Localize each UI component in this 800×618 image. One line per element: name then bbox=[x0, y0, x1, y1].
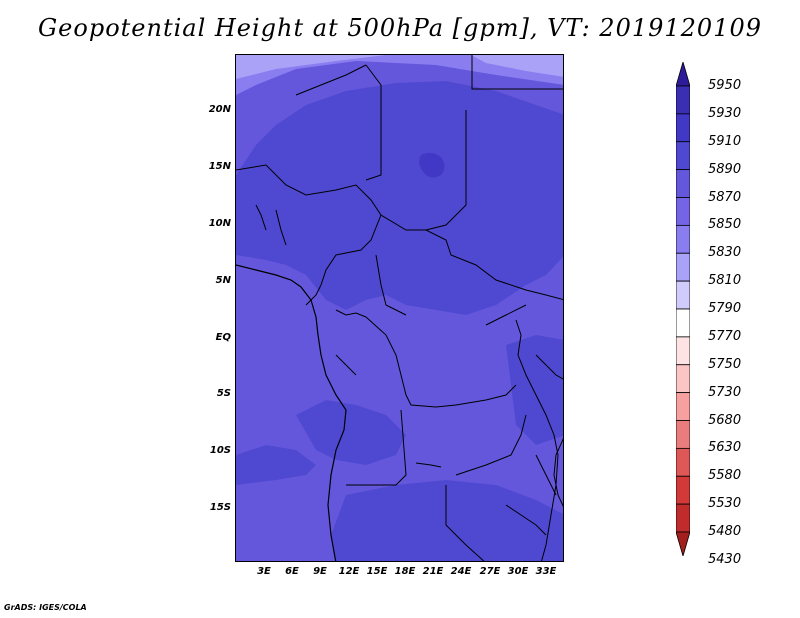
colorbar-label: 5830 bbox=[708, 245, 742, 261]
geopotential-height-map bbox=[236, 55, 563, 561]
colorbar-label: 5890 bbox=[708, 161, 742, 177]
lat-label: 10S bbox=[209, 445, 231, 456]
colorbar-swatch bbox=[676, 531, 690, 556]
colorbar-swatch bbox=[676, 85, 690, 115]
lon-label: 24E bbox=[450, 566, 472, 577]
colorbar-label: 5530 bbox=[708, 496, 742, 512]
colorbar-label: 5430 bbox=[708, 551, 742, 567]
lon-label: 33E bbox=[535, 566, 557, 577]
lat-label: 15S bbox=[209, 502, 231, 513]
colorbar-label: 5480 bbox=[708, 524, 742, 539]
colorbar-swatch bbox=[676, 308, 690, 338]
lon-label: 3E bbox=[257, 566, 271, 577]
lon-label: 18E bbox=[394, 566, 416, 577]
red-sea-border bbox=[471, 55, 563, 90]
field-5910-region bbox=[419, 152, 445, 178]
colorbar-swatch bbox=[676, 280, 690, 310]
colorbar-swatch bbox=[676, 141, 690, 171]
field-5890-region-sw bbox=[236, 445, 316, 485]
lat-label: 5S bbox=[216, 388, 231, 399]
map-panel bbox=[235, 54, 564, 562]
lon-label: 21E bbox=[422, 566, 444, 577]
lon-label: 6E bbox=[285, 566, 299, 577]
colorbar-swatch bbox=[676, 364, 690, 394]
lat-label: 10N bbox=[208, 218, 231, 229]
colorbar-label: 5750 bbox=[708, 356, 742, 372]
lon-label: 30E bbox=[507, 566, 529, 577]
colorbar-label: 5910 bbox=[708, 133, 742, 149]
colorbar-swatch bbox=[676, 62, 690, 87]
colorbar-label: 5790 bbox=[708, 301, 742, 316]
lon-label: 12E bbox=[338, 566, 360, 577]
colorbar-swatch bbox=[676, 420, 690, 449]
colorbar-swatch bbox=[676, 197, 690, 226]
east-coastline bbox=[553, 438, 563, 507]
field-5890-region-south bbox=[296, 400, 406, 465]
west-coastline bbox=[236, 264, 347, 561]
colorbar-swatch bbox=[676, 392, 690, 421]
colorbar bbox=[676, 62, 690, 556]
colorbar-label: 5930 bbox=[708, 105, 742, 121]
lat-label: EQ bbox=[215, 332, 231, 343]
colorbar-label: 5810 bbox=[708, 273, 742, 289]
lat-label: 5N bbox=[215, 275, 231, 286]
colorbar-swatch bbox=[676, 475, 690, 505]
lake-shorelines bbox=[515, 319, 559, 561]
lon-label: 15E bbox=[366, 566, 388, 577]
colorbar-swatch bbox=[676, 169, 690, 198]
field-5850-region bbox=[236, 55, 563, 95]
colorbar-swatch bbox=[676, 252, 690, 282]
colorbar-label: 5770 bbox=[708, 328, 742, 344]
map-title: Geopotential Height at 500hPa [gpm], VT:… bbox=[38, 14, 762, 42]
colorbar-swatch bbox=[676, 113, 690, 143]
field-5890-region bbox=[236, 81, 563, 315]
colorbar-label: 5870 bbox=[708, 189, 742, 205]
colorbar-label: 5630 bbox=[708, 440, 742, 456]
colorbar-swatch bbox=[676, 336, 690, 366]
colorbar-label: 5730 bbox=[708, 384, 742, 400]
colorbar-label: 5850 bbox=[708, 217, 742, 233]
lat-label: 20N bbox=[208, 104, 231, 115]
lon-label: 27E bbox=[479, 566, 501, 577]
lon-label: 9E bbox=[313, 566, 327, 577]
lat-label: 15N bbox=[208, 161, 231, 172]
colorbar-label: 5580 bbox=[708, 468, 742, 484]
field-5830-region bbox=[236, 55, 386, 79]
field-5830-region-ne bbox=[471, 55, 563, 77]
country-boundaries bbox=[236, 64, 563, 561]
colorbar-label: 5950 bbox=[708, 78, 742, 93]
field-5890-region-east bbox=[506, 335, 563, 445]
colorbar-swatch bbox=[676, 224, 690, 254]
colorbar-swatch bbox=[676, 447, 690, 477]
field-5890-region-far-south bbox=[331, 480, 563, 561]
colorbar-label: 5680 bbox=[708, 412, 742, 428]
grads-credit: GrADS: IGES/COLA bbox=[4, 603, 87, 612]
colorbar-swatch bbox=[676, 503, 690, 533]
